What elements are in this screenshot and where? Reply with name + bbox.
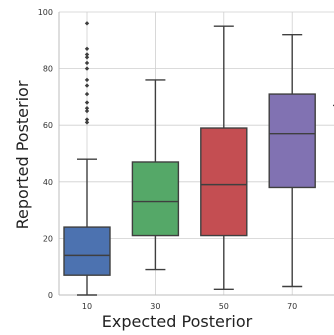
outlier-10-8 [84,66,90,71]
y-tick-label-0: 0 [48,291,53,300]
box-body-30 [131,161,180,237]
box-30 [131,79,180,271]
box-50 [200,25,248,291]
y-tick-labels: 0 20 40 60 80 100 [38,8,53,300]
outlier-10-0 [84,120,90,125]
outlier-10-11 [84,52,90,57]
box-body-50 [200,127,248,237]
outlier-10-6 [84,83,90,88]
box-70 [268,33,316,288]
y-tick-label-80: 80 [43,65,53,74]
y-tick-label-40: 40 [43,178,53,187]
x-tick-label-30: 30 [150,302,160,311]
box-body-70 [268,93,316,189]
x-tick-label-50: 50 [219,302,229,311]
y-tick-label-60: 60 [43,121,53,130]
outlier-10-9 [84,60,90,66]
box-10 [63,21,111,296]
x-axis-label: Expected Posterior [102,312,253,331]
y-axis-label: Reported Posterior [13,80,32,229]
plot-frame [58,12,334,296]
x-tick-labels: 1030507090 [82,302,297,311]
outlier-10-4 [84,100,90,105]
outlier-10-10 [84,55,90,60]
x-tick-label-10: 10 [82,302,92,311]
outlier-10-12 [84,46,90,51]
outlier-10-3 [84,106,90,111]
y-tick-label-100: 100 [38,8,53,17]
outlier-10-13 [84,21,90,26]
outlier-10-2 [84,108,90,114]
box-body-10 [63,226,111,276]
y-tick-label-20: 20 [43,234,53,243]
x-tick-label-70: 70 [287,302,297,311]
outlier-10-5 [84,91,90,97]
boxes-layer [63,21,334,296]
outlier-10-7 [84,77,90,83]
outlier-10-1 [84,117,90,122]
